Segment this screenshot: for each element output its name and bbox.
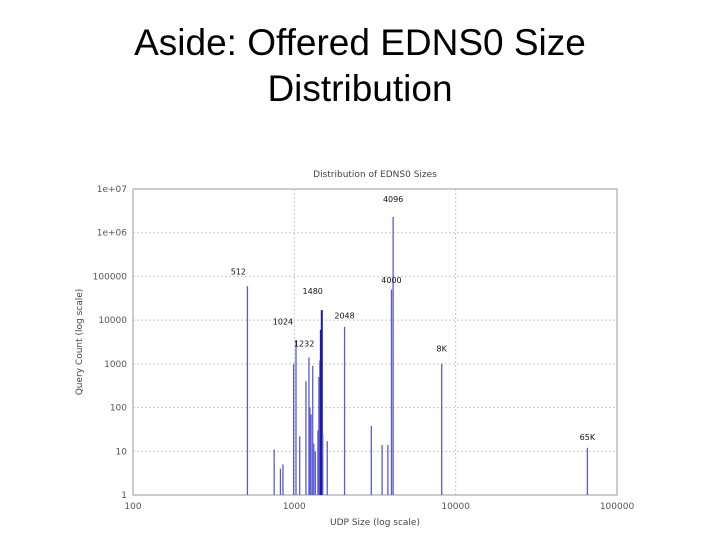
y-tick-label: 10 (116, 447, 128, 457)
data-label: 1480 (303, 287, 323, 296)
data-label: 4000 (381, 276, 401, 285)
y-tick-label: 1e+07 (97, 185, 127, 195)
slide-title-line-1: Aside: Offered EDNS0 Size (134, 22, 586, 63)
y-tick-label: 1e+06 (97, 229, 128, 239)
x-tick-label: 100000 (600, 502, 635, 512)
y-tick-label: 100 (110, 404, 127, 414)
y-tick-label: 1000 (104, 360, 127, 370)
slide-title-line-2: Distribution (267, 68, 453, 109)
y-axis-label: Query Count (log scale) (75, 289, 85, 396)
plot-frame (132, 188, 618, 496)
data-label: 512 (231, 268, 246, 277)
x-tick-label: 1000 (283, 502, 306, 512)
data-label: 8K (437, 345, 448, 354)
data-label: 4096 (383, 195, 403, 204)
data-label: 65K (580, 433, 596, 442)
slide-title: Aside: Offered EDNS0 Size Distribution (0, 20, 720, 112)
x-tick-label: 100 (124, 502, 141, 512)
data-label: 2048 (334, 311, 354, 320)
x-axis-label: UDP Size (log scale) (330, 518, 420, 528)
y-tick-label: 1 (121, 491, 127, 501)
data-label: 1024 (273, 317, 293, 326)
data-label: 1232 (294, 339, 314, 348)
x-tick-label: 10000 (441, 502, 470, 512)
y-tick-label: 100000 (93, 272, 128, 282)
chart-title: Distribution of EDNS0 Sizes (313, 170, 437, 180)
y-tick-label: 10000 (98, 316, 127, 326)
